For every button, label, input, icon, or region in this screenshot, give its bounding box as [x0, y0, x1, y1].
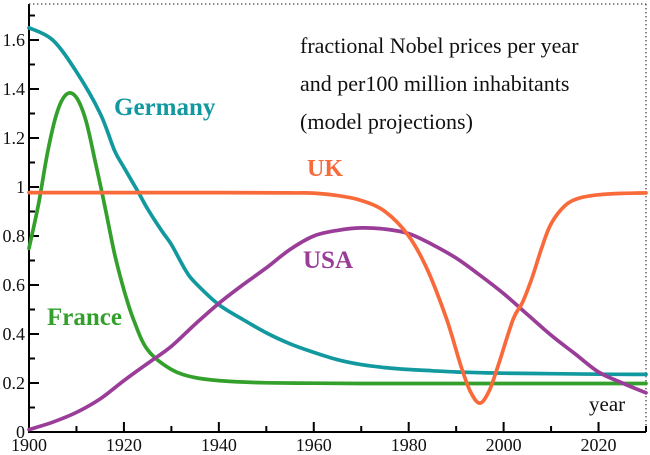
- series-label-germany: Germany: [114, 94, 216, 121]
- x-tick-label: 1960: [296, 435, 332, 455]
- y-tick-label: 1.6: [3, 30, 26, 50]
- chart-title-line-3: (model projections): [300, 109, 473, 134]
- x-axis-unit-label: year: [589, 392, 626, 416]
- x-tick-label: 1920: [106, 435, 142, 455]
- curve-france: [27, 91, 648, 386]
- chart-title-line-2: and per100 million inhabitants: [300, 71, 570, 96]
- x-tick-label: 1980: [391, 435, 427, 455]
- y-tick-label: 1.4: [3, 79, 26, 99]
- y-tick-label: 1.2: [3, 128, 26, 148]
- curve-germany: [27, 25, 648, 377]
- series-label-usa: USA: [303, 247, 354, 274]
- x-tick-label: 1940: [201, 435, 237, 455]
- chart-title: fractional Nobel prices per year and per…: [300, 27, 579, 141]
- y-tick-label: 0.8: [3, 226, 26, 246]
- curve-uk: [27, 190, 648, 405]
- x-tick-label: 1900: [11, 435, 47, 455]
- y-tick-label: 0: [16, 422, 25, 442]
- y-tick-label: 1: [16, 177, 25, 197]
- y-tick-label: 0.6: [3, 275, 26, 295]
- curve-usa: [27, 226, 648, 432]
- chart-title-line-1: fractional Nobel prices per year: [300, 33, 579, 58]
- x-tick-label: 2000: [486, 435, 522, 455]
- series-label-france: France: [47, 304, 122, 331]
- y-tick-label: 0.2: [3, 373, 26, 393]
- series-label-uk: UK: [307, 156, 343, 182]
- y-tick-label: 0.4: [3, 324, 26, 344]
- x-tick-label: 2020: [581, 435, 617, 455]
